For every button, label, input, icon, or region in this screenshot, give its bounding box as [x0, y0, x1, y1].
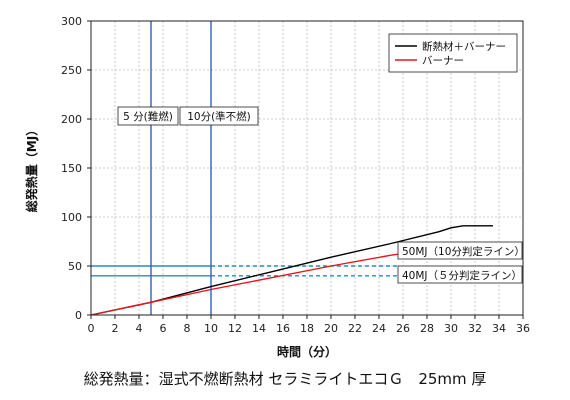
y-tick-label: 0: [75, 309, 82, 322]
y-tick-label: 200: [61, 113, 82, 126]
x-tick-label: 30: [444, 322, 458, 335]
time-marker-label-box: [179, 106, 259, 126]
legend-label: 断熱材＋バーナー: [422, 40, 506, 53]
y-axis-title: 総発熱量（MJ）: [24, 124, 39, 212]
x-tick-label: 18: [300, 322, 314, 335]
y-tick-label: 50: [68, 260, 82, 273]
time-marker-labels: 5 分(難燃) 10分(準不燃): [117, 106, 259, 126]
x-tick-label: 4: [136, 322, 143, 335]
x-tick-label: 24: [372, 322, 386, 335]
x-tick-label: 8: [184, 322, 191, 335]
x-tick-labels: 0 2 4 6 8 10 12 14 16 18 20 22 24 26 28 30 32 34 36: [88, 315, 530, 335]
x-tick-label: 22: [348, 322, 362, 335]
threshold-lines: [91, 265, 398, 277]
threshold-label: 40MJ（５分判定ライン）: [402, 269, 522, 282]
time-marker-label-box: [117, 106, 179, 126]
x-tick-label: 32: [468, 322, 482, 335]
x-tick-label: 0: [88, 322, 95, 335]
x-tick-label: 28: [420, 322, 434, 335]
threshold-label-box: [397, 241, 523, 260]
x-tick-label: 16: [276, 322, 290, 335]
x-tick-label: 20: [324, 322, 338, 335]
x-axis-title: 時間（分）: [277, 344, 337, 359]
time-marker-label: 5 分(難燃): [123, 110, 173, 123]
x-tick-label: 26: [396, 322, 410, 335]
x-tick-label: 6: [160, 322, 167, 335]
time-marker-lines: [150, 21, 212, 315]
y-tick-label: 100: [61, 211, 82, 224]
x-tick-label: 2: [112, 322, 119, 335]
y-tick-label: 250: [61, 64, 82, 77]
x-tick-label: 34: [492, 322, 506, 335]
x-tick-label: 36: [516, 322, 530, 335]
legend-box: [388, 33, 518, 73]
x-tick-label: 10: [204, 322, 218, 335]
legend-label: バーナー: [422, 55, 464, 67]
series-line: [90, 225, 493, 316]
y-tick-label: 150: [61, 162, 82, 175]
threshold-label: 50MJ（10分判定ライン）: [402, 245, 525, 258]
x-tick-label: 14: [252, 322, 266, 335]
y-tick-labels: 0 50 100 150 200 250 300: [61, 15, 91, 322]
threshold-labels: 50MJ（10分判定ライン） 40MJ（５分判定ライン）: [397, 241, 525, 284]
chart-caption: 総発熱量：湿式不燃断熱材 セラミライトエコＧ 25mm 厚: [83, 370, 487, 388]
y-tick-label: 300: [61, 15, 82, 28]
threshold-label-box: [397, 265, 523, 284]
x-tick-label: 12: [228, 322, 242, 335]
time-marker-label: 10分(準不燃): [187, 110, 251, 123]
